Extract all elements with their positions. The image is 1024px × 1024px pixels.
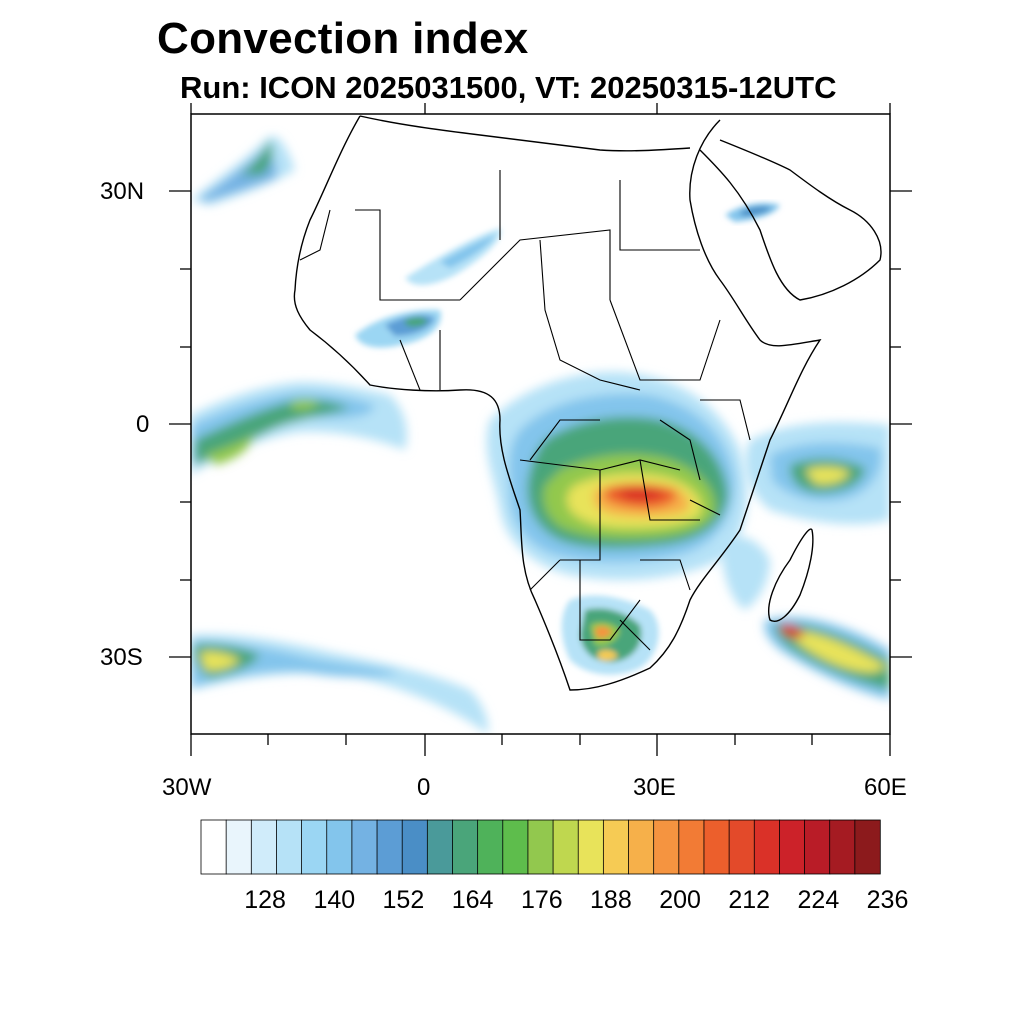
colorbar-tick-label: 140 [313,886,356,914]
lat-label-30n: 30N [100,178,145,205]
colorbar-swatch [477,819,504,875]
colorbar-tick-label: 224 [797,886,840,914]
colorbar-swatch [804,819,831,875]
colorbar-swatch [653,819,680,875]
axis-ticks [169,103,912,756]
lat-label-30s: 30S [100,644,143,671]
colorbar-tick-label: 164 [451,886,494,914]
field-central-africa [486,371,748,580]
colorbar-swatch [326,819,353,875]
colorbar-tick-label: 236 [866,886,909,914]
colorbar-swatch [401,819,429,875]
lon-label-30w: 30W [162,774,212,801]
colorbar-swatch [250,819,278,875]
colorbar-tick-label: 128 [244,886,286,914]
madagascar-coastline [768,528,814,622]
lon-label-30e: 30E [633,774,676,801]
colorbar-tick-label: 212 [728,886,771,914]
colorbar-swatch [854,819,881,875]
chart-title: Convection index [157,14,529,63]
convection-field-layer [191,136,890,734]
colorbar-swatch [276,819,303,875]
colorbar-swatch [779,819,806,875]
chart-subtitle: Run: ICON 2025031500, VT: 20250315-12UTC [180,70,837,105]
arabia-coastline [699,139,882,301]
lon-label-60e: 60E [864,774,907,801]
colorbar-swatch [527,819,554,875]
field-west-africa [355,309,441,348]
colorbar-swatch [753,819,781,875]
colorbar-tick-label: 200 [659,886,701,914]
colorbar-swatch [577,819,605,875]
mediterranean-coast [359,115,691,152]
africa-coastline [293,115,822,691]
lat-label-0: 0 [136,411,150,438]
colorbar-tick-label: 176 [520,886,563,914]
colorbar-swatch [351,819,378,875]
field-sahara [405,228,501,286]
colorbar-swatch [829,819,856,875]
country-borders [299,170,751,651]
colorbar-swatch [728,819,755,875]
field-equatorial-atlantic [191,382,407,475]
colorbar-swatch [200,819,227,875]
colorbar-swatch [502,819,529,875]
field-north-atlantic [191,136,295,205]
colorbar-swatch [552,819,579,875]
field-southern-africa [561,595,659,675]
colorbar-swatch [628,819,655,875]
coastlines [293,115,882,691]
field-indian-ocean [720,422,890,700]
colorbar-swatch [426,819,454,875]
colorbar-swatch [452,819,479,875]
colorbar-swatch [301,819,328,875]
colorbar-swatch [703,819,730,875]
colorbar [200,819,881,875]
lon-label-0: 0 [417,774,431,801]
colorbar-swatch [678,819,705,875]
colorbar-tick-label: 188 [590,886,632,914]
colorbar-tick-label: 152 [382,886,425,914]
colorbar-swatch [602,819,630,875]
field-south-atlantic [191,634,489,734]
colorbar-swatch [376,819,403,875]
colorbar-swatch [225,819,252,875]
